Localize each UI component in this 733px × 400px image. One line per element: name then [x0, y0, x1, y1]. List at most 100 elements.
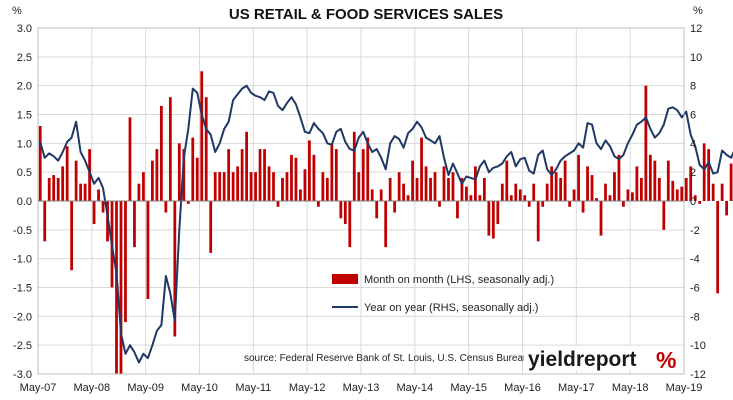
- right-tick-label: -12: [690, 369, 706, 381]
- bar: [465, 186, 468, 201]
- bar: [675, 189, 679, 201]
- x-tick-label: May-19: [666, 382, 703, 394]
- left-axis-unit: %: [12, 5, 22, 17]
- yoy-line: [39, 84, 733, 364]
- bar: [702, 143, 706, 201]
- bar: [595, 198, 598, 201]
- bar: [711, 183, 715, 201]
- bar: [258, 149, 262, 201]
- right-tick-label: 10: [690, 52, 702, 64]
- left-tick-label: -3.0: [13, 369, 32, 381]
- bar: [554, 172, 558, 201]
- bar: [487, 201, 491, 236]
- bar: [52, 175, 56, 201]
- legend-label-month-on-month: Month on month (LHS, seasonally adj.): [364, 274, 554, 286]
- bar: [496, 201, 500, 225]
- right-tick-label: 0: [690, 196, 696, 208]
- bar: [550, 166, 554, 201]
- bar: [303, 169, 307, 201]
- right-tick-label: -4: [690, 254, 700, 266]
- bar: [133, 201, 136, 248]
- right-axis-ticks: 12 10 8 6 4 2 0 -2 -4 -6 -8 -10 -12: [690, 23, 706, 381]
- x-tick-label: May-10: [181, 382, 218, 394]
- bar: [115, 201, 118, 374]
- bar-series-month-on-month: [38, 71, 733, 374]
- left-tick-label: 1.0: [17, 138, 32, 150]
- right-tick-label: -10: [690, 340, 706, 352]
- legend: Month on month (LHS, seasonally adj.) Ye…: [332, 274, 554, 314]
- line-series-year-on-year: [39, 84, 733, 364]
- bar: [666, 160, 670, 201]
- bar: [290, 154, 293, 201]
- right-tick-label: -2: [690, 225, 700, 237]
- x-tick-label: May-13: [343, 382, 380, 394]
- left-tick-label: 1.5: [17, 110, 32, 122]
- bar: [236, 166, 240, 201]
- x-axis-ticks: May-07 May-08 May-09 May-10 May-11 May-12 May-…: [20, 382, 703, 394]
- bar: [272, 172, 275, 201]
- bar: [451, 172, 455, 201]
- bar: [245, 131, 248, 201]
- x-tick-label: May-14: [396, 382, 433, 394]
- bar: [231, 172, 235, 201]
- bar: [316, 201, 320, 207]
- bar: [61, 166, 65, 201]
- bar: [707, 149, 711, 201]
- bar: [155, 149, 159, 201]
- bar: [249, 172, 253, 201]
- bar: [83, 183, 87, 201]
- bar: [101, 201, 105, 213]
- bar: [222, 172, 226, 201]
- bar: [536, 201, 540, 242]
- x-tick-label: May-16: [504, 382, 541, 394]
- bar: [559, 177, 563, 201]
- bar: [159, 105, 163, 201]
- bar: [720, 183, 724, 201]
- bar: [119, 201, 123, 374]
- bar: [622, 201, 625, 207]
- chart-title: US RETAIL & FOOD SERVICES SALES: [229, 6, 503, 23]
- bar: [482, 177, 486, 201]
- bar: [527, 201, 531, 207]
- bar: [186, 201, 190, 204]
- bar: [321, 172, 325, 201]
- bar: [74, 160, 78, 201]
- bar: [124, 201, 127, 323]
- logo-backdrop: [524, 346, 682, 370]
- bar: [361, 149, 365, 201]
- bar: [384, 201, 388, 248]
- bar: [375, 201, 379, 219]
- x-tick-label: May-18: [612, 382, 649, 394]
- legend-label-year-on-year: Year on year (RHS, seasonally adj.): [364, 302, 538, 314]
- bar: [254, 172, 257, 201]
- left-tick-label: 2.0: [17, 81, 32, 93]
- bar: [182, 149, 186, 201]
- bar: [478, 195, 482, 201]
- bar: [420, 137, 423, 201]
- bar: [267, 166, 271, 201]
- left-tick-label: -2.0: [13, 311, 32, 323]
- bar: [725, 201, 729, 216]
- bar: [586, 166, 589, 201]
- bar: [47, 177, 51, 201]
- bar: [563, 160, 567, 201]
- logo-wordmark: yieldreport: [528, 348, 637, 371]
- bar: [684, 177, 688, 201]
- left-axis-ticks: 3.0 2.5 2.0 1.5 1.0 0.5 0.0 -0.5 -1.0 -1.5 -2.0 -2.…: [13, 23, 32, 381]
- bar: [397, 172, 401, 201]
- bar: [491, 201, 495, 239]
- source-note: source: Federal Reserve Bank of St. Loui…: [244, 353, 529, 364]
- bar: [662, 201, 666, 230]
- bar: [532, 183, 536, 201]
- bar: [729, 163, 733, 201]
- bar: [657, 177, 661, 201]
- bar: [653, 160, 657, 201]
- bar: [276, 201, 280, 207]
- bar: [693, 195, 697, 201]
- bar: [137, 183, 141, 201]
- bar: [415, 177, 419, 201]
- bar: [200, 71, 204, 201]
- bar: [639, 177, 643, 201]
- left-tick-label: -2.5: [13, 340, 32, 352]
